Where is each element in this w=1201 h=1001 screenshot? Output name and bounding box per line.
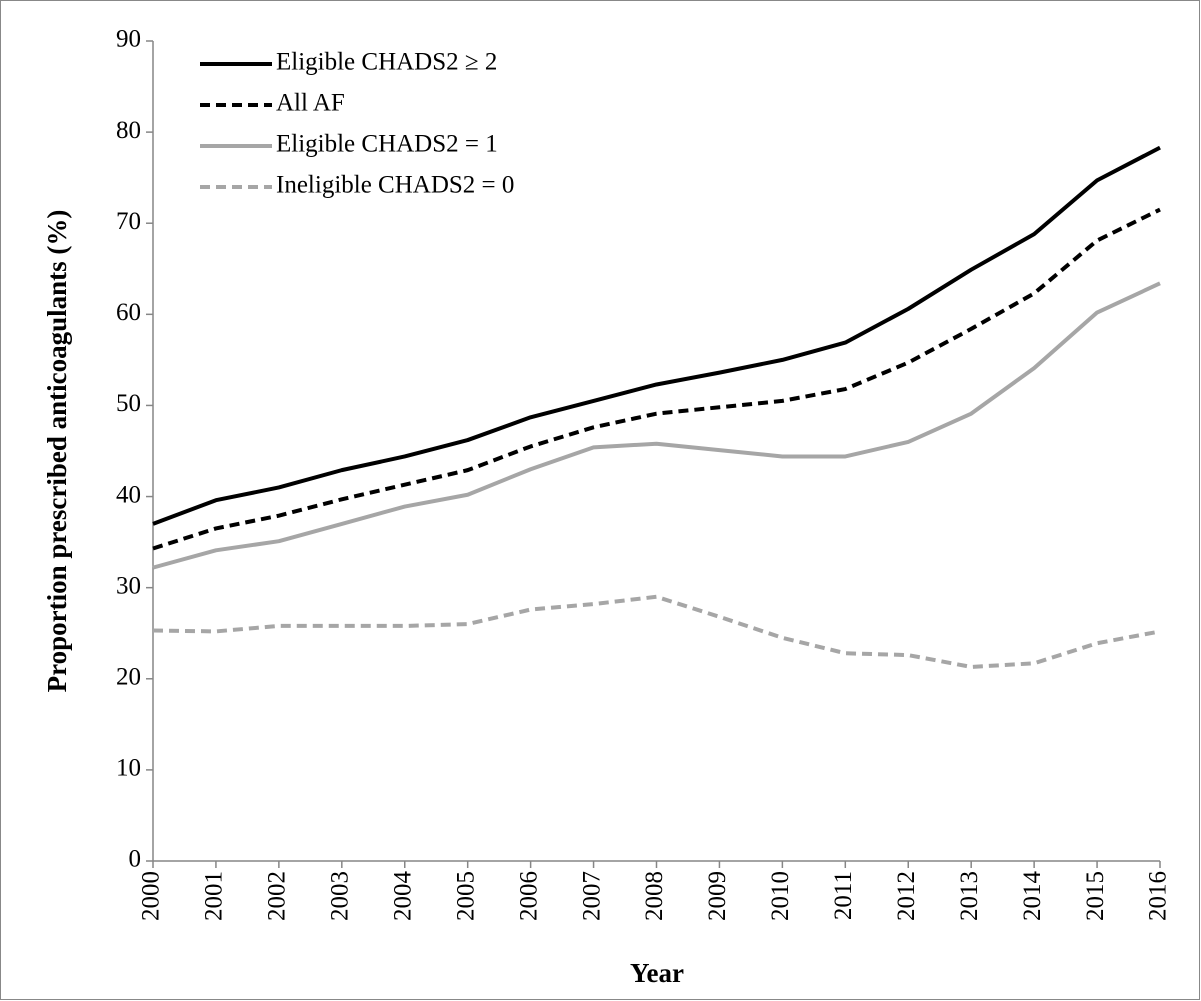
x-tick-label: 2007 xyxy=(578,871,605,921)
y-tick-label: 60 xyxy=(116,299,141,326)
y-tick-label: 30 xyxy=(116,572,141,599)
x-tick-label: 2001 xyxy=(201,871,228,921)
line-series xyxy=(152,281,1161,570)
legend-label: Ineligible CHADS2 = 0 xyxy=(276,172,514,199)
x-tick-label: 2012 xyxy=(893,871,920,921)
line-series xyxy=(152,594,1161,669)
legend-label: All AF xyxy=(276,90,345,117)
x-tick-label: 2013 xyxy=(956,871,983,921)
y-tick-label: 0 xyxy=(129,846,142,873)
x-tick-label: 2002 xyxy=(264,871,291,921)
legend-label: Eligible CHADS2 ≥ 2 xyxy=(276,49,497,76)
x-tick-label: 2015 xyxy=(1082,871,1109,921)
line-series xyxy=(152,207,1161,551)
y-tick-label: 40 xyxy=(116,481,141,508)
x-tick-label: 2008 xyxy=(641,871,668,921)
x-tick-label: 2010 xyxy=(767,871,794,921)
y-tick-label: 90 xyxy=(116,26,141,53)
x-tick-label: 2009 xyxy=(704,871,731,921)
y-tick-label: 10 xyxy=(116,755,141,782)
x-tick-label: 2003 xyxy=(327,871,354,921)
x-tick-label: 2000 xyxy=(138,871,165,921)
y-tick-label: 20 xyxy=(116,664,141,691)
x-axis-title: Year xyxy=(630,958,684,988)
line-series xyxy=(152,145,1161,526)
x-tick-label: 2011 xyxy=(830,871,857,920)
x-tick-label: 2004 xyxy=(389,871,416,922)
x-tick-label: 2005 xyxy=(452,871,479,921)
x-tick-label: 2014 xyxy=(1019,871,1046,922)
y-axis-title: Proportion prescribed anticoagulants (%) xyxy=(42,210,72,693)
legend-label: Eligible CHADS2 = 1 xyxy=(276,131,498,158)
y-tick-label: 50 xyxy=(116,390,141,417)
x-tick-label: 2016 xyxy=(1145,871,1172,921)
y-tick-label: 80 xyxy=(116,117,141,144)
x-tick-label: 2006 xyxy=(515,871,542,921)
y-tick-label: 70 xyxy=(116,208,141,235)
